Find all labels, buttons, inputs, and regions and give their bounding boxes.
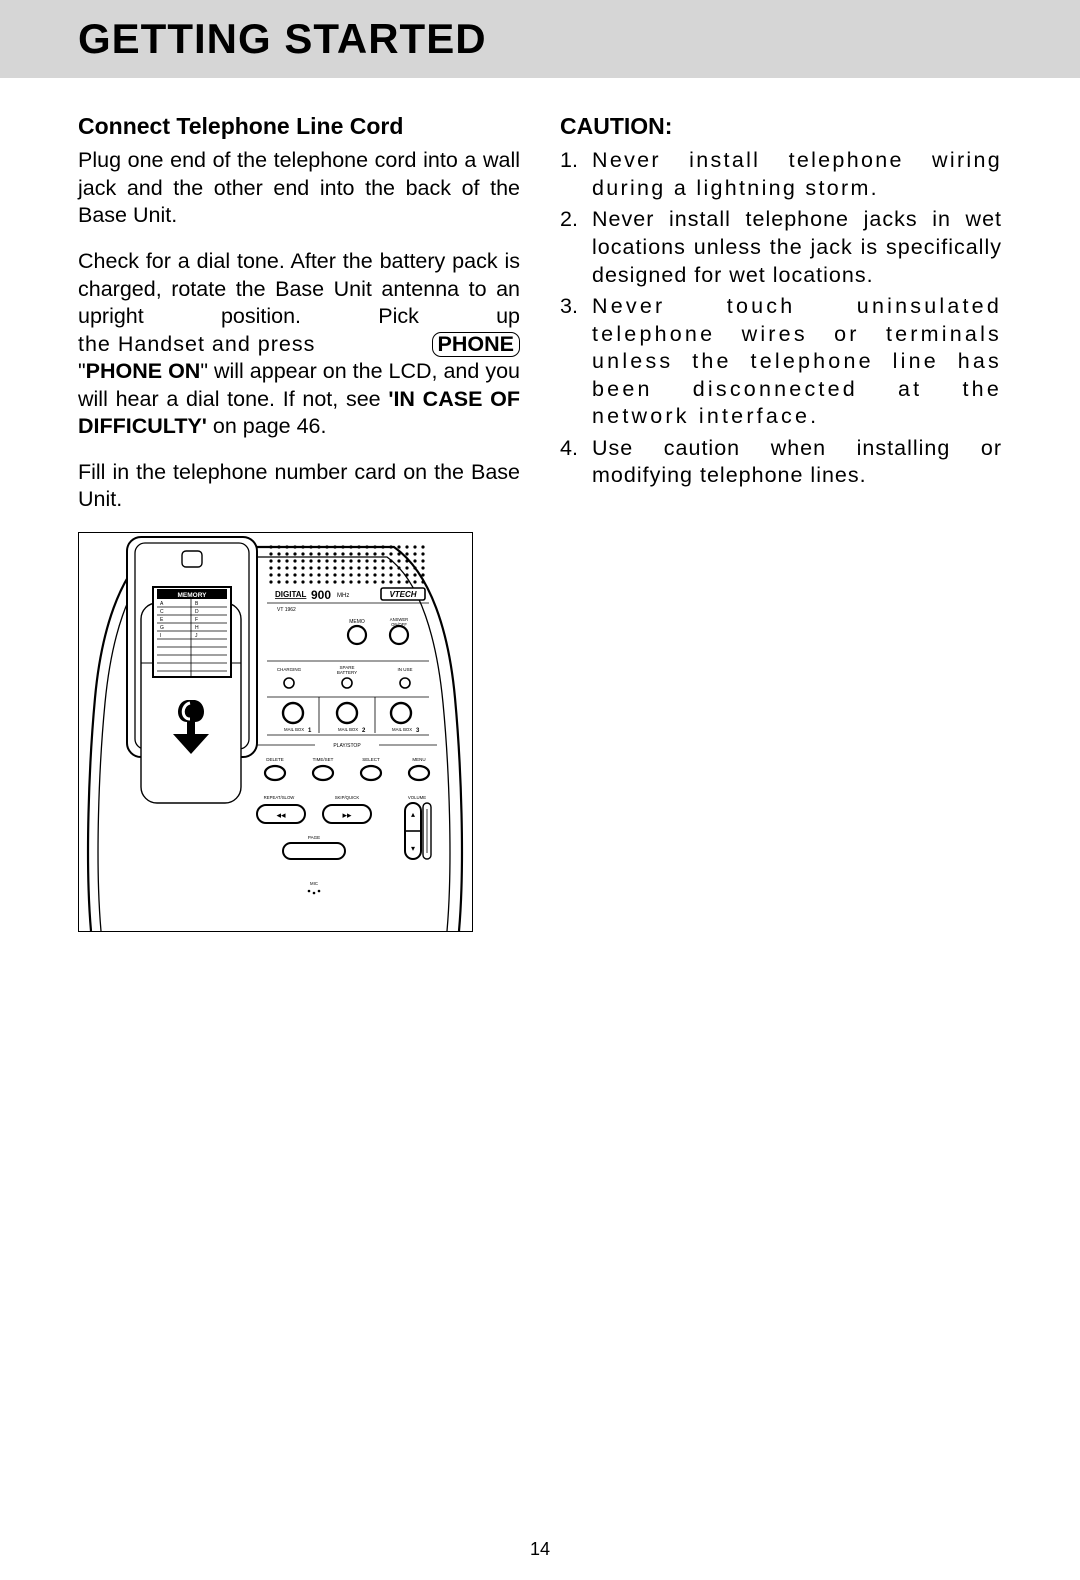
svg-text:REPEAT/SLOW: REPEAT/SLOW	[264, 795, 296, 800]
svg-text:VTECH: VTECH	[389, 590, 416, 599]
svg-text:G: G	[160, 625, 164, 631]
text-fragment: on page 46.	[207, 414, 327, 438]
svg-text:SELECT: SELECT	[362, 757, 380, 762]
content-columns: Connect Telephone Line Cord Plug one end…	[0, 78, 1080, 932]
text-fragment: Check for a dial tone. After the battery…	[78, 249, 520, 328]
caution-text: Never install telephone jacks in wet loc…	[592, 206, 1002, 289]
svg-text:VOLUME: VOLUME	[408, 795, 426, 800]
svg-text:MEMO: MEMO	[349, 619, 365, 625]
svg-text:◂◂: ◂◂	[276, 810, 286, 820]
svg-text:I: I	[160, 633, 161, 639]
right-column: CAUTION: Never install telephone wiring …	[560, 112, 1002, 932]
svg-text:C: C	[160, 609, 164, 615]
caution-item: Use caution when installing or modifying…	[560, 435, 1002, 490]
svg-text:CHARGING: CHARGING	[277, 667, 302, 672]
svg-text:SKIP/QUICK: SKIP/QUICK	[335, 795, 360, 800]
para-plug: Plug one end of the telephone cord into …	[78, 147, 520, 230]
svg-text:MEMORY: MEMORY	[177, 592, 207, 599]
left-column: Connect Telephone Line Cord Plug one end…	[78, 112, 520, 932]
svg-text:▾: ▾	[411, 844, 415, 853]
base-unit-svg: MEMORY AB CD EF GH IJ	[79, 533, 473, 932]
text-fragment: the Handset and press	[78, 331, 420, 359]
phone-on-bold: PHONE ON	[86, 359, 201, 383]
svg-text:MIC: MIC	[310, 881, 318, 886]
svg-text:▴: ▴	[411, 810, 415, 819]
caution-item: Never install telephone jacks in wet loc…	[560, 206, 1002, 289]
svg-text:▸▸: ▸▸	[342, 810, 352, 820]
caution-text: Never install telephone wiring during a …	[592, 147, 1002, 202]
svg-text:PAGE: PAGE	[308, 835, 320, 840]
text-fragment: "	[78, 359, 86, 383]
section-heading-caution: CAUTION:	[560, 112, 1002, 141]
svg-text:3: 3	[416, 728, 420, 734]
svg-text:PLAY/STOP: PLAY/STOP	[333, 743, 361, 749]
base-unit-figure: MEMORY AB CD EF GH IJ	[78, 532, 473, 932]
svg-text:TIME/SET: TIME/SET	[313, 757, 334, 762]
svg-text:MAIL BOX: MAIL BOX	[392, 727, 412, 732]
svg-text:1: 1	[308, 728, 312, 734]
svg-text:D: D	[195, 609, 199, 615]
svg-text:VT 1962: VT 1962	[277, 607, 296, 613]
svg-text:H: H	[195, 625, 199, 631]
svg-text:F: F	[195, 617, 198, 623]
phone-key-label: PHONE	[432, 332, 520, 358]
caution-list: Never install telephone wiring during a …	[560, 147, 1002, 489]
svg-text:IN USE: IN USE	[397, 667, 412, 672]
svg-text:900: 900	[311, 588, 331, 602]
caution-item: Never touch uninsulated telephone wires …	[560, 293, 1002, 431]
svg-text:DELETE: DELETE	[266, 757, 284, 762]
svg-text:MAIL BOX: MAIL BOX	[338, 727, 358, 732]
svg-text:2: 2	[362, 728, 366, 734]
svg-text:BATTERY: BATTERY	[337, 670, 357, 675]
page-header: GETTING STARTED	[0, 0, 1080, 78]
section-heading-connect: Connect Telephone Line Cord	[78, 112, 520, 141]
para-fill-card: Fill in the telephone number card on the…	[78, 459, 520, 514]
page-title: GETTING STARTED	[78, 15, 487, 63]
caution-item: Never install telephone wiring during a …	[560, 147, 1002, 202]
page-number: 14	[0, 1539, 1080, 1560]
svg-text:MAIL BOX: MAIL BOX	[284, 727, 304, 732]
caution-text: Never touch uninsulated telephone wires …	[592, 293, 1002, 431]
caution-text: Use caution when installing or modifying…	[592, 435, 1002, 490]
svg-text:DIGITAL: DIGITAL	[275, 590, 307, 599]
svg-text:MENU: MENU	[412, 757, 425, 762]
para-dialtone: Check for a dial tone. After the battery…	[78, 248, 520, 441]
svg-text:MHz: MHz	[337, 593, 349, 599]
